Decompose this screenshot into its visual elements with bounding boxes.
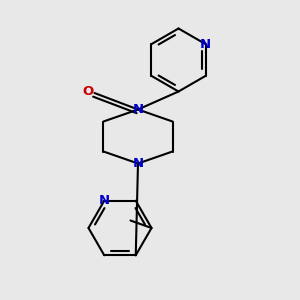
Text: N: N bbox=[132, 157, 144, 170]
Text: O: O bbox=[82, 85, 94, 98]
Text: N: N bbox=[200, 38, 211, 51]
Text: N: N bbox=[99, 194, 110, 207]
Text: N: N bbox=[132, 103, 144, 116]
